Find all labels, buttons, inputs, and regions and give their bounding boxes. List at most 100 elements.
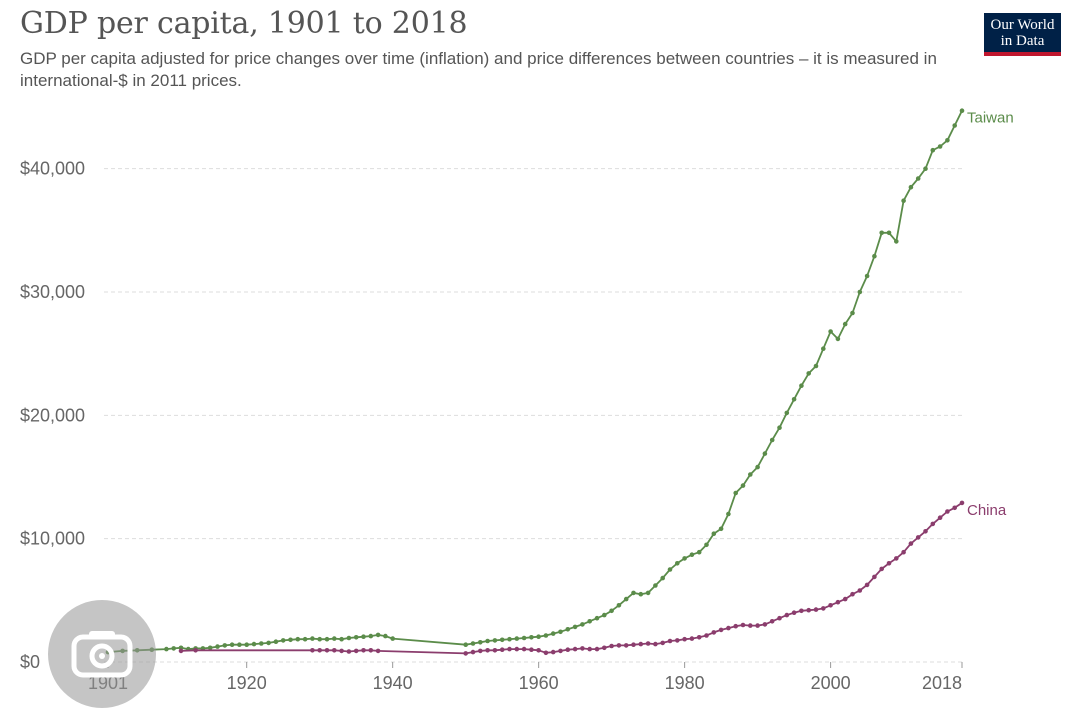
data-point[interactable] <box>302 636 308 642</box>
data-point[interactable] <box>726 625 731 631</box>
data-point[interactable] <box>492 638 498 643</box>
data-point[interactable] <box>901 549 906 555</box>
data-point[interactable] <box>777 615 782 621</box>
data-point[interactable] <box>580 646 585 651</box>
data-point[interactable] <box>594 646 600 652</box>
data-point[interactable] <box>587 646 592 652</box>
data-point[interactable] <box>842 321 848 327</box>
data-point[interactable] <box>879 566 884 572</box>
data-point[interactable] <box>550 649 556 655</box>
data-point[interactable] <box>675 561 680 566</box>
data-point[interactable] <box>791 610 797 615</box>
owid-logo[interactable]: Our World in Data <box>984 13 1061 56</box>
data-point[interactable] <box>872 253 877 259</box>
data-point[interactable] <box>755 623 760 628</box>
camera-lens-badge[interactable] <box>48 600 156 708</box>
data-point[interactable] <box>521 646 527 652</box>
data-point[interactable] <box>930 147 936 153</box>
data-point[interactable] <box>675 638 680 643</box>
data-point[interactable] <box>543 633 549 638</box>
data-point[interactable] <box>310 636 315 641</box>
data-point[interactable] <box>864 582 870 588</box>
series-china[interactable] <box>178 500 965 656</box>
data-point[interactable] <box>616 643 622 648</box>
data-point[interactable] <box>718 526 724 532</box>
data-point[interactable] <box>499 647 505 652</box>
data-point[interactable] <box>748 623 753 628</box>
data-point[interactable] <box>273 639 279 644</box>
data-point[interactable] <box>623 596 629 602</box>
data-point[interactable] <box>945 138 950 143</box>
data-point[interactable] <box>915 176 921 181</box>
data-point[interactable] <box>886 561 892 566</box>
data-point[interactable] <box>769 437 775 443</box>
data-point[interactable] <box>492 648 498 653</box>
data-point[interactable] <box>718 627 724 633</box>
data-point[interactable] <box>689 636 695 641</box>
data-point[interactable] <box>536 648 541 653</box>
data-point[interactable] <box>558 629 563 635</box>
data-point[interactable] <box>609 643 614 649</box>
data-point[interactable] <box>616 603 622 608</box>
data-point[interactable] <box>558 648 563 654</box>
data-point[interactable] <box>704 633 709 638</box>
data-point[interactable] <box>587 619 592 624</box>
data-point[interactable] <box>886 230 892 236</box>
data-point[interactable] <box>178 648 184 654</box>
data-point[interactable] <box>682 636 687 642</box>
data-point[interactable] <box>324 648 330 653</box>
data-point[interactable] <box>937 144 943 149</box>
data-point[interactable] <box>704 542 709 548</box>
data-point[interactable] <box>755 464 760 470</box>
data-point[interactable] <box>631 642 636 647</box>
data-point[interactable] <box>806 607 811 613</box>
data-point[interactable] <box>499 637 505 643</box>
data-point[interactable] <box>470 649 476 655</box>
data-point[interactable] <box>580 622 585 627</box>
data-point[interactable] <box>894 556 899 561</box>
data-point[interactable] <box>368 633 374 639</box>
data-point[interactable] <box>835 336 841 342</box>
series-line-china[interactable] <box>180 502 963 655</box>
data-point[interactable] <box>361 634 366 639</box>
data-point[interactable] <box>857 588 863 593</box>
data-point[interactable] <box>572 624 578 630</box>
data-point[interactable] <box>645 641 651 646</box>
data-point[interactable] <box>894 239 899 244</box>
data-point[interactable] <box>872 574 877 580</box>
data-point[interactable] <box>762 451 768 456</box>
data-point[interactable] <box>901 198 906 203</box>
data-point[interactable] <box>945 509 950 514</box>
data-point[interactable] <box>171 646 176 651</box>
data-point[interactable] <box>193 648 198 653</box>
data-point[interactable] <box>930 521 936 527</box>
series-taiwan[interactable] <box>105 108 965 655</box>
data-point[interactable] <box>653 583 658 588</box>
data-point[interactable] <box>850 310 855 316</box>
data-point[interactable] <box>507 636 512 642</box>
data-point[interactable] <box>237 642 242 647</box>
data-point[interactable] <box>660 640 665 646</box>
data-point[interactable] <box>317 648 323 653</box>
data-point[interactable] <box>222 643 228 648</box>
data-point[interactable] <box>806 371 811 376</box>
data-point[interactable] <box>623 643 629 648</box>
data-point[interactable] <box>937 515 943 520</box>
data-point[interactable] <box>959 108 965 113</box>
data-point[interactable] <box>215 644 220 649</box>
data-point[interactable] <box>923 166 928 171</box>
data-point[interactable] <box>251 641 257 647</box>
data-point[interactable] <box>879 230 884 236</box>
data-point[interactable] <box>631 590 636 596</box>
data-point[interactable] <box>207 645 213 651</box>
data-point[interactable] <box>602 612 607 618</box>
data-point[interactable] <box>390 636 396 641</box>
data-point[interactable] <box>748 472 753 477</box>
data-point[interactable] <box>485 648 490 653</box>
data-point[interactable] <box>828 603 833 608</box>
data-point[interactable] <box>660 575 665 581</box>
data-point[interactable] <box>769 619 775 624</box>
data-point[interactable] <box>266 640 271 646</box>
data-point[interactable] <box>463 642 469 647</box>
data-point[interactable] <box>740 483 746 488</box>
